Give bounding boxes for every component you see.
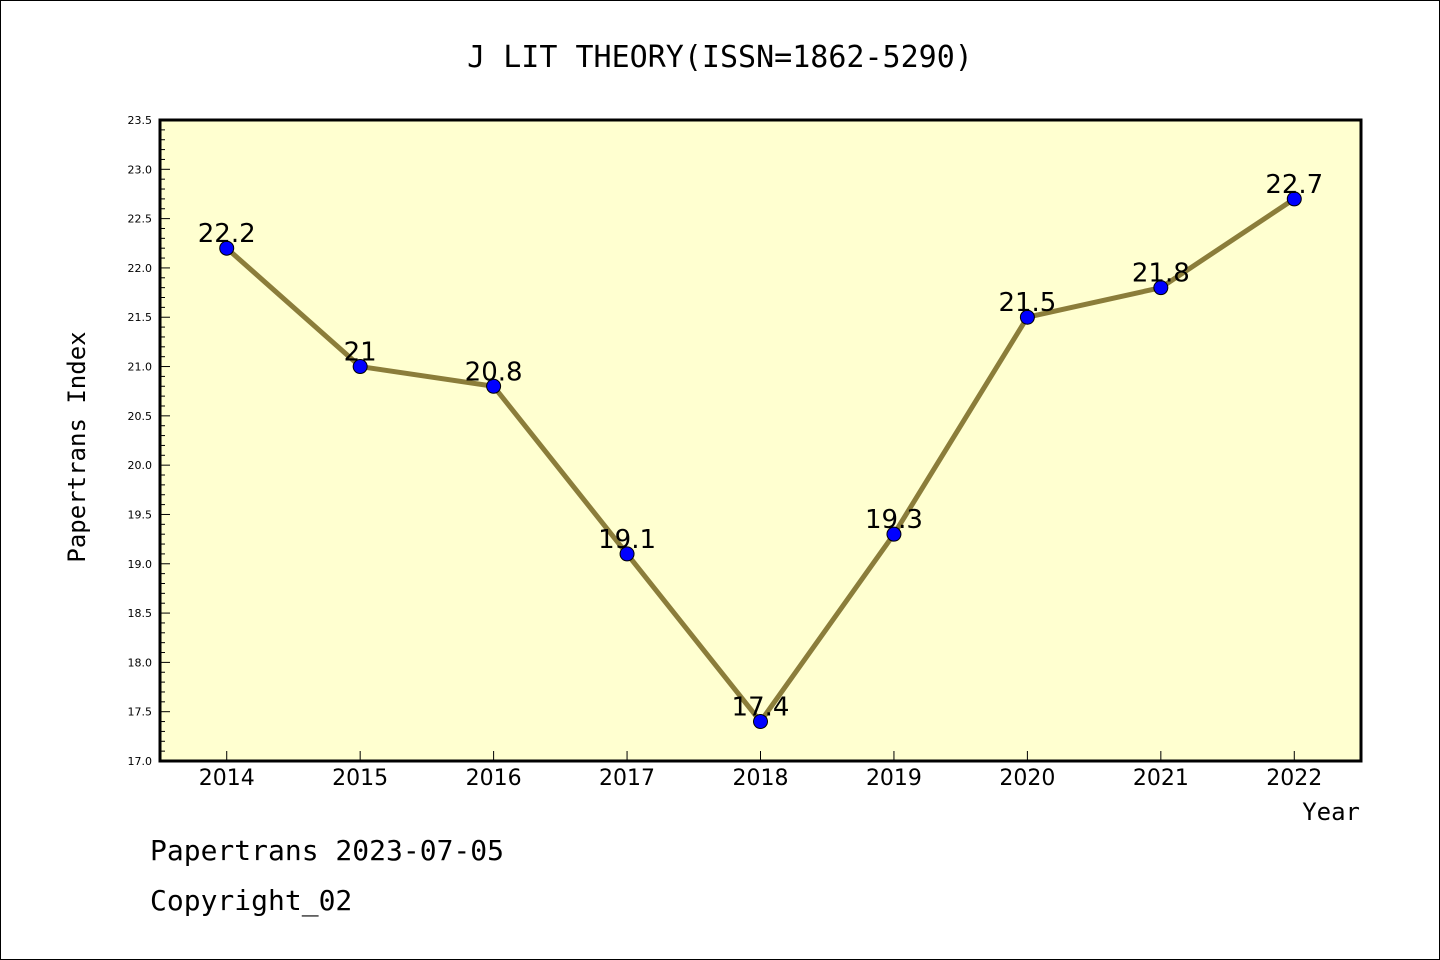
y-tick-label: 21.5: [128, 311, 153, 324]
y-tick-label: 20.0: [128, 459, 153, 472]
y-tick-label: 18.0: [128, 656, 153, 669]
y-tick-label: 23.0: [128, 163, 153, 176]
y-tick-label: 23.5: [128, 114, 153, 127]
y-tick-label: 22.5: [128, 213, 153, 226]
x-axis-label: Year: [1302, 798, 1360, 826]
x-tick-label: 2020: [999, 766, 1055, 791]
data-label: 19.1: [598, 525, 656, 555]
footer-copyright: Copyright_02: [150, 884, 353, 917]
data-label: 19.3: [865, 505, 923, 535]
y-axis-label: Papertrans Index: [63, 331, 91, 562]
data-point: [753, 714, 768, 730]
x-tick-label: 2017: [599, 766, 655, 791]
data-point: [1153, 280, 1169, 296]
y-tick-label: 19.0: [128, 558, 153, 571]
data-point: [352, 359, 368, 375]
chart-title: J LIT THEORY(ISSN=1862-5290): [467, 40, 973, 75]
data-label: 22.7: [1265, 170, 1323, 200]
y-axis: 17.0 17.5 18.0 18.5 19.0 19.5 20.0 20.5 21.0 21.5…: [128, 114, 170, 768]
series-line-group: [219, 191, 1302, 730]
y-tick-label: 17.0: [128, 755, 153, 768]
data-label: 17.4: [732, 693, 790, 723]
y-tick-label: 17.5: [128, 706, 153, 719]
plot-border: [158, 118, 1363, 763]
data-point: [1019, 309, 1035, 325]
x-axis: 2014 2015 2016 2017 2018 2019 2020 2021 2022: [199, 751, 1322, 791]
data-point: [619, 546, 635, 562]
x-tick-label: 2021: [1133, 766, 1189, 791]
data-point: [1286, 191, 1302, 207]
data-label: 20.8: [465, 357, 523, 387]
x-tick-label: 2016: [466, 766, 522, 791]
data-labels: 22.2 21 20.8 19.1 17.4 19.3 21.5 21.8 22.7: [198, 170, 1323, 723]
x-tick-label: 2014: [199, 766, 255, 791]
y-tick-label: 19.5: [128, 508, 153, 521]
x-tick-label: 2022: [1266, 766, 1322, 791]
y-tick-label: 21.0: [128, 361, 153, 374]
data-label: 21.8: [1132, 259, 1190, 289]
x-tick-label: 2019: [866, 766, 922, 791]
footer-date: Papertrans 2023-07-05: [150, 834, 505, 867]
data-point: [219, 240, 235, 256]
y-tick-label: 20.5: [128, 410, 153, 423]
plot-area: [160, 120, 1361, 761]
y-tick-label: 18.5: [128, 607, 153, 620]
x-tick-label: 2018: [733, 766, 789, 791]
y-tick-label: 22.0: [128, 262, 153, 275]
x-tick-label: 2015: [332, 766, 388, 791]
data-label: 21.5: [998, 288, 1056, 318]
data-label: 22.2: [198, 219, 256, 249]
data-point: [486, 378, 502, 394]
data-label: 21: [344, 338, 377, 368]
data-point: [886, 526, 902, 542]
